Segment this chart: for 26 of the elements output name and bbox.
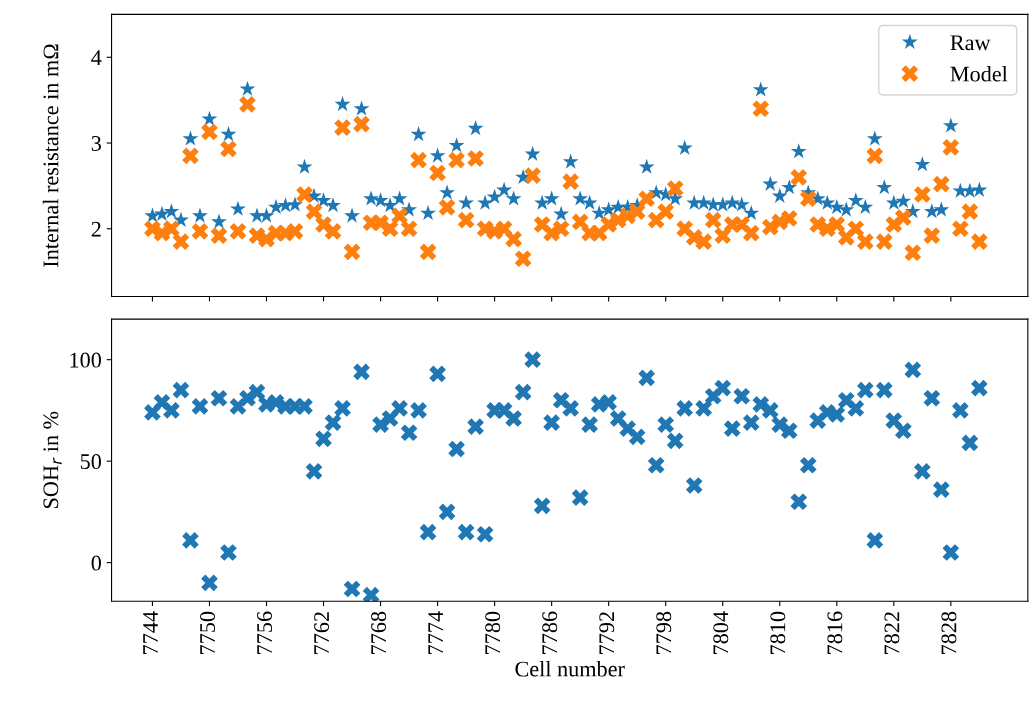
x-tick-label: 7762	[314, 612, 330, 654]
x-tick-label: 7780	[485, 611, 501, 654]
legend-label: Model	[950, 65, 1008, 82]
x-tick-label: 7828	[941, 611, 957, 654]
y-tick-label: 3	[91, 136, 101, 151]
x-tick-label: 7792	[599, 612, 615, 654]
x-tick-label: 7786	[542, 611, 558, 654]
legend-label: Raw	[950, 35, 991, 51]
x-axis-title: Cell number	[515, 660, 625, 677]
x-tick-label: 7798	[656, 611, 672, 654]
y-tick-label: 2	[91, 221, 101, 237]
x-tick-label: 7768	[371, 611, 387, 654]
y-tick-label: 0	[91, 555, 101, 571]
y-axis-title: Internal resistance in mΩ	[42, 44, 59, 267]
x-tick-label: 7816	[827, 611, 843, 654]
x-tick-label: 7810	[770, 611, 786, 654]
x-tick-label: 7804	[713, 611, 729, 654]
x-tick-label: 7756	[257, 611, 273, 654]
y-tick-label: 4	[91, 50, 102, 65]
y-axis-title: SOH$_{r}$ in %	[43, 411, 62, 508]
x-tick-label: 7774	[428, 611, 443, 654]
y-tick-label: 50	[80, 454, 101, 470]
x-tick-label: 7744	[143, 611, 158, 654]
x-tick-label: 7750	[200, 611, 216, 654]
y-tick-label: 100	[70, 352, 101, 368]
x-tick-label: 7822	[884, 612, 900, 654]
